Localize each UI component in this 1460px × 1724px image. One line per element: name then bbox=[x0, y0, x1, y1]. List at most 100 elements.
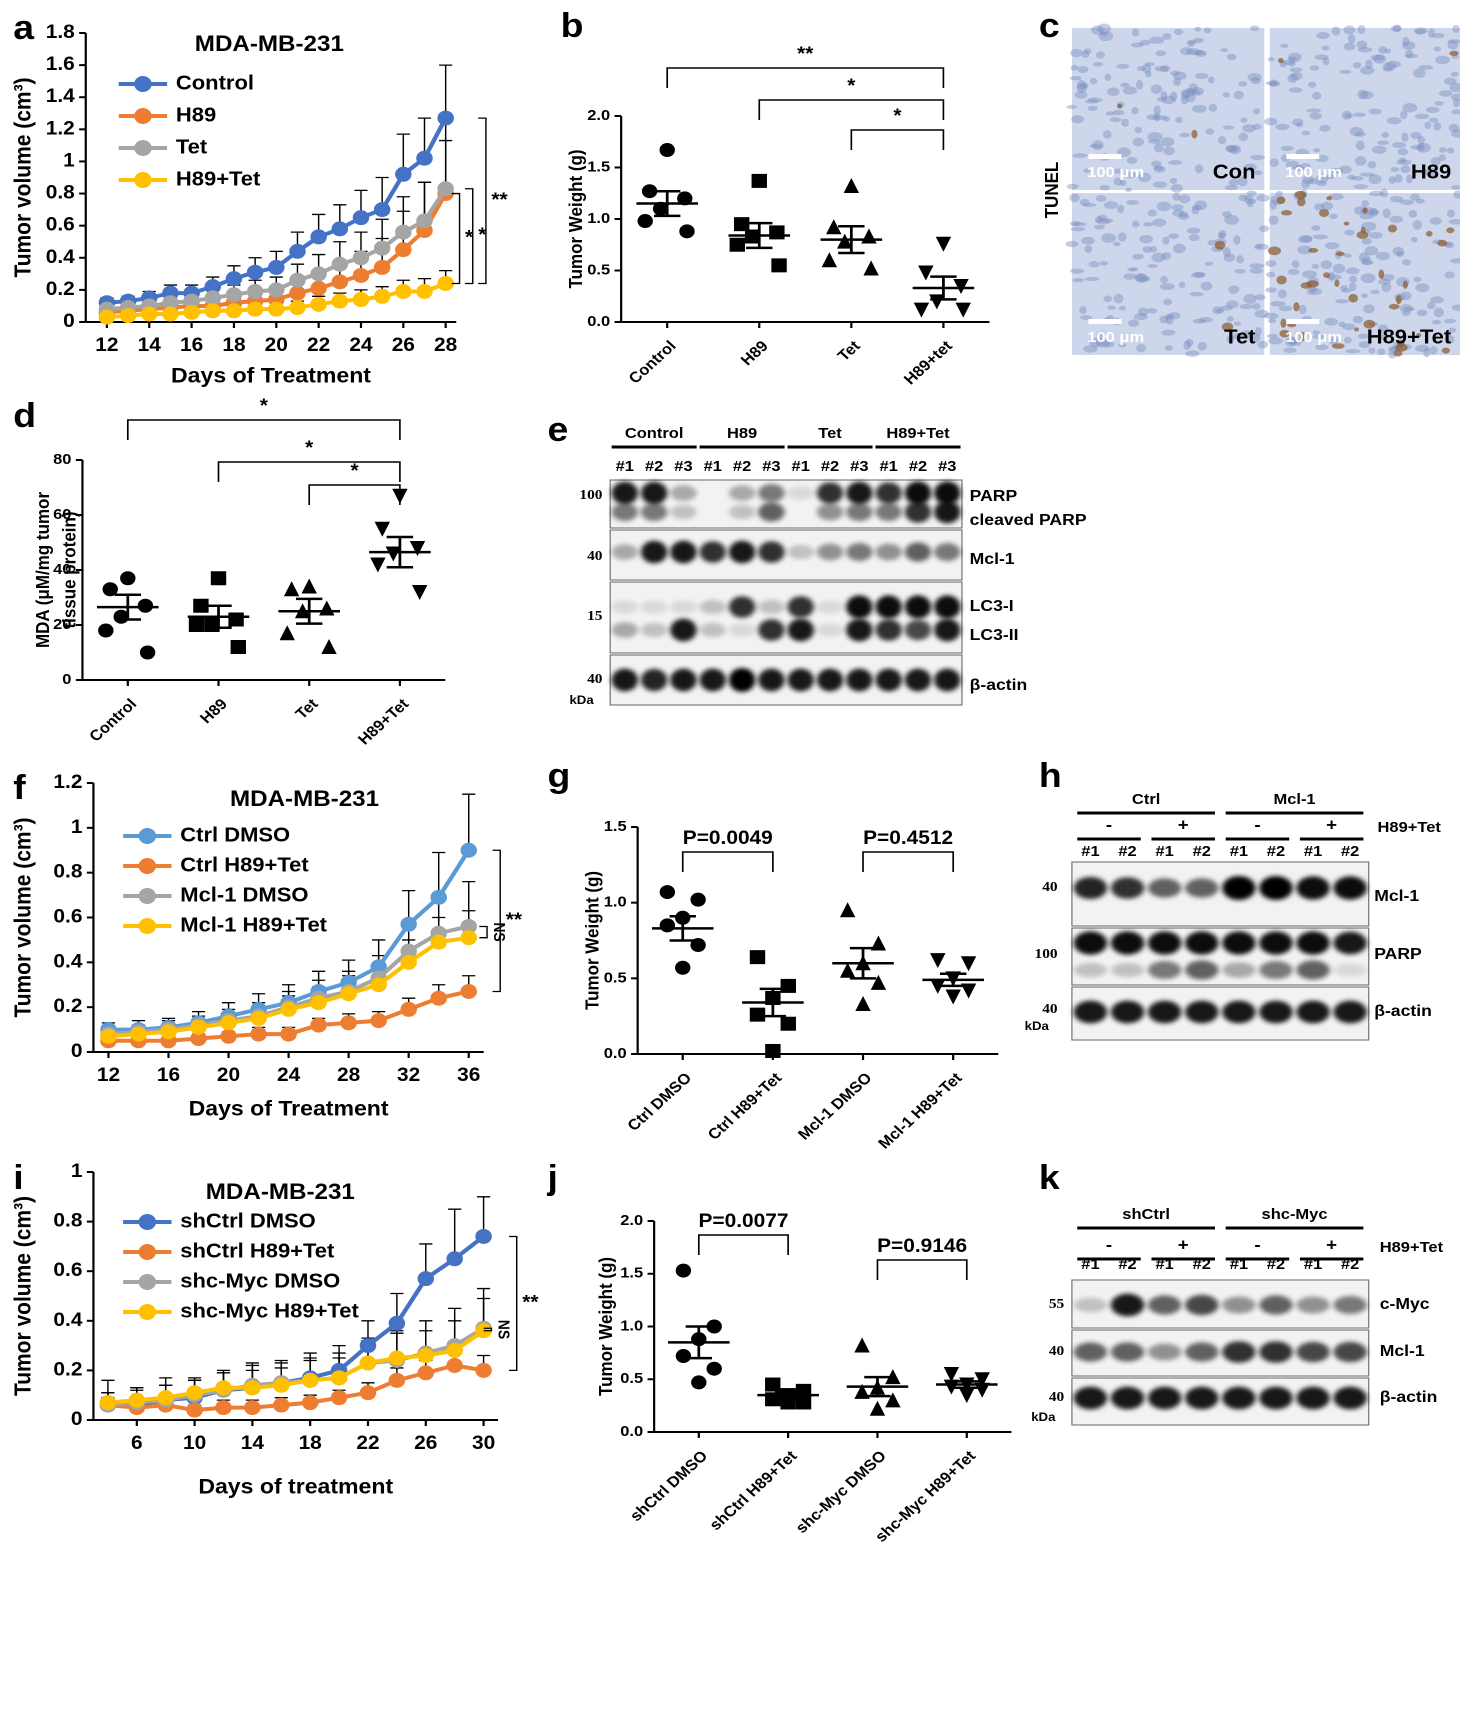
cell bbox=[1435, 55, 1450, 65]
lane-label: #2 bbox=[821, 459, 840, 475]
band bbox=[1147, 1386, 1182, 1410]
cell bbox=[1249, 263, 1265, 269]
cell bbox=[1162, 236, 1170, 245]
cell bbox=[1331, 26, 1341, 36]
lane-label: #1 bbox=[1081, 844, 1100, 860]
cell bbox=[1076, 82, 1088, 93]
band bbox=[1147, 961, 1182, 979]
cell bbox=[1265, 287, 1278, 293]
band bbox=[670, 485, 697, 501]
cell bbox=[1316, 181, 1327, 187]
cell bbox=[1384, 48, 1392, 54]
cell bbox=[1076, 80, 1087, 90]
cell bbox=[1381, 131, 1389, 139]
cell bbox=[1198, 316, 1214, 323]
cell bbox=[1157, 96, 1168, 102]
cell bbox=[1253, 170, 1263, 176]
cell bbox=[1324, 317, 1338, 326]
cell bbox=[1147, 139, 1162, 144]
stained-cell bbox=[1425, 230, 1433, 237]
cell bbox=[1390, 167, 1400, 173]
point bbox=[417, 1348, 435, 1364]
x-tick-label: 28 bbox=[337, 1065, 360, 1086]
cell bbox=[1361, 293, 1369, 299]
cell bbox=[1089, 77, 1098, 85]
cell bbox=[1402, 41, 1416, 50]
cell bbox=[1363, 304, 1375, 314]
point bbox=[186, 1385, 203, 1401]
cell bbox=[1267, 318, 1277, 324]
point bbox=[430, 934, 447, 950]
y-tick-label: 1.0 bbox=[587, 211, 610, 227]
size-marker: 15 bbox=[587, 609, 602, 624]
cell bbox=[1170, 70, 1181, 76]
lane-label: #2 bbox=[1118, 844, 1137, 860]
cell bbox=[1438, 90, 1453, 97]
point bbox=[659, 918, 676, 933]
point bbox=[359, 1385, 377, 1401]
cell bbox=[1342, 323, 1356, 331]
point bbox=[139, 645, 156, 660]
point bbox=[974, 1372, 990, 1388]
cell bbox=[1128, 319, 1140, 327]
cell bbox=[1151, 160, 1162, 168]
point bbox=[331, 274, 349, 290]
y-tick-label: 40 bbox=[53, 562, 72, 578]
cell bbox=[1443, 77, 1457, 86]
y-tick-label: 1.2 bbox=[53, 772, 82, 793]
band bbox=[611, 503, 639, 521]
stained-cell bbox=[1318, 209, 1330, 218]
cell bbox=[1143, 222, 1154, 227]
stained-cell bbox=[1387, 224, 1398, 233]
cell bbox=[1164, 345, 1173, 351]
cell bbox=[1069, 220, 1081, 227]
cell bbox=[1207, 76, 1215, 84]
point bbox=[771, 258, 787, 273]
cell bbox=[1344, 229, 1355, 236]
sem-bar bbox=[864, 1375, 891, 1398]
cell bbox=[1180, 90, 1190, 99]
band bbox=[1222, 1000, 1256, 1024]
point bbox=[918, 265, 934, 281]
band bbox=[758, 541, 785, 563]
cell bbox=[1248, 333, 1261, 343]
cell bbox=[1088, 261, 1100, 268]
band bbox=[1333, 1296, 1367, 1314]
point bbox=[854, 1337, 870, 1353]
cell bbox=[1194, 200, 1207, 211]
legend-marker bbox=[138, 1214, 157, 1230]
cell bbox=[1321, 45, 1330, 51]
cell bbox=[1392, 246, 1405, 256]
comparison-label: P=0.9146 bbox=[877, 1236, 967, 1257]
band bbox=[1259, 876, 1293, 900]
cell bbox=[1338, 321, 1346, 327]
lane-label: #2 bbox=[1267, 1257, 1286, 1273]
point bbox=[373, 288, 391, 304]
cell bbox=[1191, 206, 1200, 215]
stained-cell bbox=[1277, 57, 1284, 64]
cell bbox=[1223, 253, 1236, 262]
cell bbox=[1315, 344, 1329, 351]
stained-cell bbox=[1221, 322, 1234, 332]
cell bbox=[1189, 234, 1200, 242]
cell bbox=[1312, 234, 1328, 240]
cell bbox=[1151, 252, 1166, 263]
cell bbox=[1413, 27, 1428, 34]
cell bbox=[1297, 245, 1313, 255]
band bbox=[787, 668, 814, 692]
cell bbox=[1345, 267, 1360, 275]
band bbox=[758, 619, 785, 641]
cell bbox=[1164, 313, 1174, 320]
cell bbox=[1226, 300, 1239, 309]
scale-bar bbox=[1286, 319, 1320, 324]
cell bbox=[1228, 285, 1240, 294]
cell bbox=[1096, 331, 1105, 340]
cell bbox=[1447, 40, 1459, 50]
cell bbox=[1257, 340, 1269, 349]
cell bbox=[1254, 309, 1270, 318]
band bbox=[728, 485, 756, 501]
cell bbox=[1368, 190, 1384, 197]
band bbox=[934, 595, 961, 619]
x-tick-label: 18 bbox=[222, 335, 245, 356]
